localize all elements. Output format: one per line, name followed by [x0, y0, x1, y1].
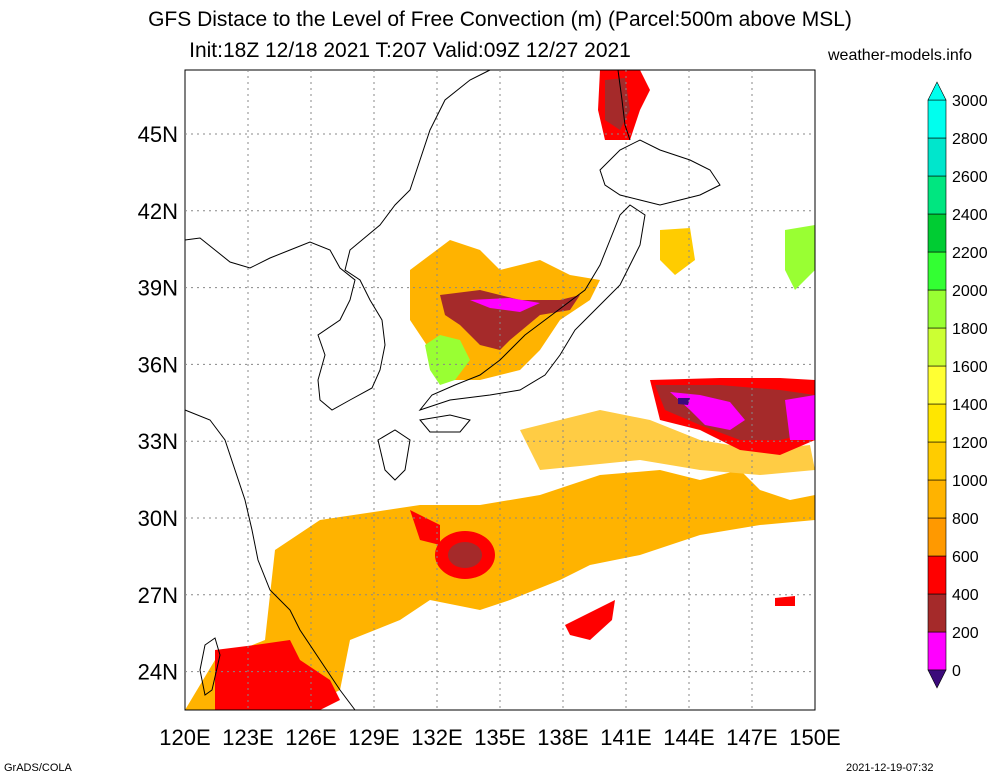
coast-china-south	[184, 409, 356, 711]
coast-mainland-korea-china	[184, 69, 491, 411]
lon-tick-label: 138E	[537, 725, 588, 750]
colorbar-swatch	[927, 517, 947, 557]
colorbar-swatch	[927, 327, 947, 367]
colorbar-label: 2400	[952, 207, 988, 224]
colorbar-label: 2800	[952, 131, 988, 148]
lon-tick-label: 147E	[726, 725, 777, 750]
lat-tick-label: 36N	[138, 352, 178, 377]
colorbar-label: 2600	[952, 169, 988, 186]
colorbar-swatch	[927, 251, 947, 291]
field-red-scatter-1	[565, 600, 615, 640]
coast-hokkaido	[599, 139, 721, 206]
lat-tick-label: 39N	[138, 276, 178, 301]
colorbar-label: 1200	[952, 435, 988, 452]
map-title: GFS Distace to the Level of Free Convect…	[148, 8, 852, 31]
lon-tick-label: 132E	[411, 725, 462, 750]
lon-labels: 120E 123E 126E 129E 132E 135E 138E 141E 144E 147E…	[159, 725, 840, 750]
lat-labels: 45N 42N 39N 36N 33N 30N 27N 24N	[138, 122, 178, 685]
gridlines	[185, 70, 815, 710]
lat-tick-label: 45N	[138, 122, 178, 147]
lon-tick-label: 126E	[285, 725, 336, 750]
footer-right: 2021-12-19-07:32	[846, 762, 934, 774]
colorbar-label: 200	[952, 625, 979, 642]
field-green-japan-sea	[425, 335, 470, 385]
field-red-scatter-2	[775, 596, 795, 606]
field-red-scatter-3	[410, 510, 440, 545]
coast-taiwan	[199, 637, 221, 696]
colorbar-swatch	[927, 479, 947, 519]
colorbar-label: 1400	[952, 397, 988, 414]
lat-tick-label: 24N	[138, 660, 178, 685]
field-magenta-east-band-2	[785, 395, 815, 440]
colorbar-swatch	[927, 555, 947, 595]
map-subtitle: Init:18Z 12/18 2021 T:207 Valid:09Z 12/2…	[189, 39, 631, 62]
lat-tick-label: 33N	[138, 429, 178, 454]
field-green-ne	[785, 225, 815, 290]
colorbar-swatch	[927, 137, 947, 177]
colorbar-swatch	[927, 175, 947, 215]
coast-japan-shikoku-kyushu	[377, 414, 471, 481]
convection-field	[185, 70, 815, 710]
field-orange-belt	[185, 470, 815, 710]
colorbar: 0 200 400 600 800 1000 1200 1400 1600 1800 2000 220…	[927, 81, 988, 689]
lat-tick-label: 27N	[138, 583, 178, 608]
colorbar-bottom-arrow	[927, 669, 947, 689]
colorbar-swatch	[927, 631, 947, 671]
colorbar-top-arrow	[927, 81, 947, 101]
field-red-corner	[215, 640, 340, 710]
lon-tick-label: 150E	[789, 725, 840, 750]
colorbar-label: 0	[952, 663, 961, 680]
colorbar-label: 3000	[952, 93, 988, 110]
colorbar-label: 1000	[952, 473, 988, 490]
coast-sakhalin	[617, 69, 631, 141]
colorbar-swatch	[927, 289, 947, 329]
colorbar-label: 2200	[952, 245, 988, 262]
field-magenta-japan-sea	[470, 298, 540, 312]
lon-tick-label: 144E	[663, 725, 714, 750]
lat-tick-label: 42N	[138, 199, 178, 224]
colorbar-label: 1600	[952, 359, 988, 376]
colorbar-label: 600	[952, 549, 979, 566]
coastlines	[184, 69, 721, 711]
colorbar-swatch	[927, 99, 947, 139]
colorbar-swatch	[927, 365, 947, 405]
site-label: weather-models.info	[828, 47, 973, 64]
lon-tick-label: 129E	[348, 725, 399, 750]
field-yellow-ne	[660, 228, 695, 275]
coast-japan-honshu	[418, 204, 646, 412]
colorbar-swatch	[927, 403, 947, 443]
colorbar-swatch	[927, 593, 947, 633]
lon-tick-label: 135E	[474, 725, 525, 750]
colorbar-swatch	[927, 213, 947, 253]
footer-left: GrADS/COLA	[4, 762, 72, 774]
colorbar-label: 2000	[952, 283, 988, 300]
field-purple-east-band	[678, 398, 690, 405]
colorbar-swatch	[927, 441, 947, 481]
field-brown-cell	[448, 542, 482, 568]
colorbar-label: 1800	[952, 321, 988, 338]
field-brown-japan-sea	[440, 290, 580, 350]
field-orange-lighter	[520, 410, 815, 475]
lon-tick-label: 141E	[600, 725, 651, 750]
colorbar-label: 800	[952, 511, 979, 528]
lon-tick-label: 120E	[159, 725, 210, 750]
colorbar-label: 400	[952, 587, 979, 604]
lat-tick-label: 30N	[138, 506, 178, 531]
lon-tick-label: 123E	[222, 725, 273, 750]
